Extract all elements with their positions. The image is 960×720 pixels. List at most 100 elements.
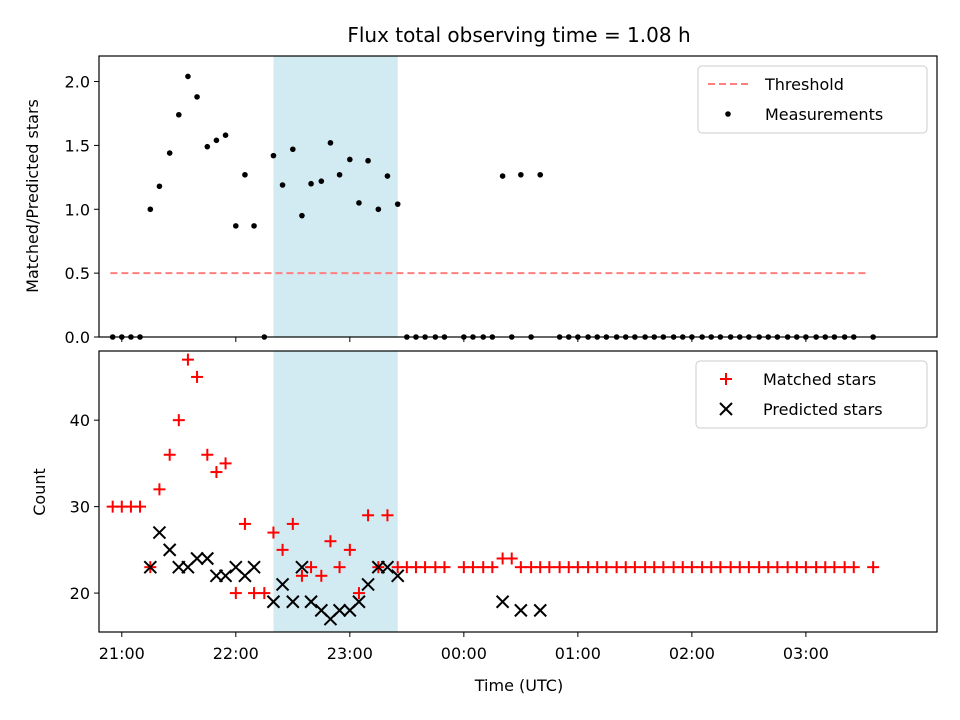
measurements-point bbox=[204, 143, 211, 150]
top-legend: Threshold Measurements bbox=[697, 65, 928, 134]
x-tick-label: 22:00 bbox=[213, 644, 259, 663]
matched-stars-point bbox=[543, 561, 556, 574]
measurements-point bbox=[365, 157, 371, 164]
top-y-tick-label: 0.5 bbox=[65, 264, 90, 283]
legend-matched-swatch bbox=[720, 373, 732, 385]
measurements-point bbox=[166, 150, 173, 156]
matched-stars-point bbox=[324, 535, 337, 548]
legend-threshold-label: Threshold bbox=[764, 75, 844, 94]
matched-stars-point bbox=[343, 543, 356, 556]
observing-window-shade-top bbox=[273, 56, 398, 337]
measurements-point bbox=[242, 171, 248, 178]
predicted-stars-point bbox=[162, 543, 177, 557]
matched-stars-point bbox=[742, 561, 755, 574]
matched-stars-point bbox=[466, 561, 479, 574]
matched-stars-point bbox=[419, 561, 432, 574]
matched-stars-point bbox=[305, 561, 318, 574]
chart-title: Flux total observing time = 1.08 h bbox=[347, 23, 690, 47]
legend-measurements-swatch bbox=[725, 111, 731, 117]
predicted-stars-point bbox=[200, 551, 215, 566]
top-legend-box bbox=[697, 65, 928, 134]
measurements-point bbox=[194, 94, 200, 100]
matched-stars-point bbox=[163, 448, 176, 461]
legend-predicted-label: Predicted stars bbox=[763, 400, 883, 419]
measurements-point bbox=[384, 173, 391, 179]
measurements-point bbox=[279, 182, 286, 188]
measurements-point bbox=[394, 201, 401, 207]
matched-stars-point bbox=[153, 483, 166, 496]
matched-stars-point bbox=[191, 370, 204, 383]
predicted-stars-point bbox=[247, 560, 261, 574]
matched-stars-point bbox=[201, 448, 214, 461]
bottom-legend: Matched stars Predicted stars bbox=[695, 360, 928, 429]
top-y-tick-label: 1.5 bbox=[65, 136, 90, 155]
measurements-point bbox=[356, 200, 362, 206]
legend-matched-label: Matched stars bbox=[763, 370, 876, 389]
predicted-stars-point bbox=[266, 595, 281, 609]
bottom-series bbox=[106, 353, 880, 626]
matched-stars-point bbox=[771, 561, 784, 574]
predicted-stars-point bbox=[380, 560, 395, 574]
matched-stars-point bbox=[238, 517, 251, 530]
x-tick-label: 00:00 bbox=[441, 644, 487, 663]
bottom-plot-frame bbox=[98, 350, 938, 633]
matched-stars-point bbox=[267, 526, 280, 539]
predicted-stars-point bbox=[286, 595, 300, 609]
x-tick-label: 01:00 bbox=[555, 644, 601, 663]
measurements-point bbox=[233, 223, 239, 229]
top-panel: 0.00.51.01.52.0 Matched/Predicted stars … bbox=[23, 55, 938, 347]
predicted-stars-point bbox=[304, 595, 318, 609]
matched-stars-point bbox=[514, 561, 527, 574]
predicted-stars-point bbox=[275, 577, 290, 592]
matched-stars-point bbox=[867, 561, 880, 574]
observing-window-shade-bottom bbox=[273, 351, 398, 632]
measurements-point bbox=[222, 132, 229, 138]
predicted-stars-point bbox=[514, 603, 528, 618]
matched-stars-point bbox=[286, 517, 299, 530]
matched-stars-point bbox=[828, 561, 841, 574]
top-y-axis-label: Matched/Predicted stars bbox=[23, 99, 42, 293]
top-y-tick-label: 1.0 bbox=[65, 200, 90, 219]
matched-stars-point bbox=[600, 561, 613, 574]
predicted-stars-point bbox=[143, 560, 158, 574]
matched-stars-point bbox=[333, 561, 346, 574]
matched-stars-point bbox=[657, 561, 670, 574]
predicted-stars-point bbox=[352, 595, 366, 609]
matched-stars-point bbox=[172, 414, 185, 427]
x-tick-label: 23:00 bbox=[327, 644, 373, 663]
legend-predicted-swatch bbox=[719, 402, 733, 416]
top-y-tick-label: 0.0 bbox=[65, 328, 90, 347]
matched-stars-point bbox=[571, 561, 584, 574]
measurements-point bbox=[290, 146, 296, 153]
predicted-stars-point bbox=[533, 603, 547, 618]
measurements-point bbox=[499, 173, 506, 179]
predicted-stars-point bbox=[391, 569, 405, 583]
matched-stars-point bbox=[438, 561, 451, 574]
measurements-point bbox=[327, 140, 334, 146]
matched-stars-point bbox=[276, 543, 289, 556]
legend-measurements-label: Measurements bbox=[765, 105, 883, 124]
measurements-point bbox=[185, 73, 191, 80]
x-axis-label: Time (UTC) bbox=[474, 676, 563, 695]
matched-stars-point bbox=[219, 457, 232, 470]
top-plot-frame bbox=[98, 55, 938, 338]
predicted-stars-point bbox=[152, 525, 167, 540]
matched-stars-point bbox=[847, 561, 860, 574]
measurements-point bbox=[156, 183, 163, 190]
measurements-point bbox=[299, 212, 305, 219]
matched-stars-point bbox=[486, 561, 499, 574]
top-y-tick-label: 2.0 bbox=[65, 73, 90, 92]
measurements-point bbox=[176, 111, 182, 118]
matched-stars-point bbox=[685, 561, 698, 574]
bottom-y-tick-label: 30 bbox=[70, 498, 90, 517]
matched-stars-point bbox=[381, 509, 394, 522]
matched-stars-point bbox=[248, 587, 261, 600]
predicted-stars-point bbox=[332, 603, 347, 618]
matched-stars-point bbox=[210, 466, 223, 479]
matched-stars-point bbox=[362, 509, 375, 522]
matched-stars-point bbox=[134, 500, 147, 513]
measurements-point bbox=[213, 137, 220, 144]
measurements-point bbox=[270, 152, 277, 159]
measurements-point bbox=[336, 171, 343, 178]
